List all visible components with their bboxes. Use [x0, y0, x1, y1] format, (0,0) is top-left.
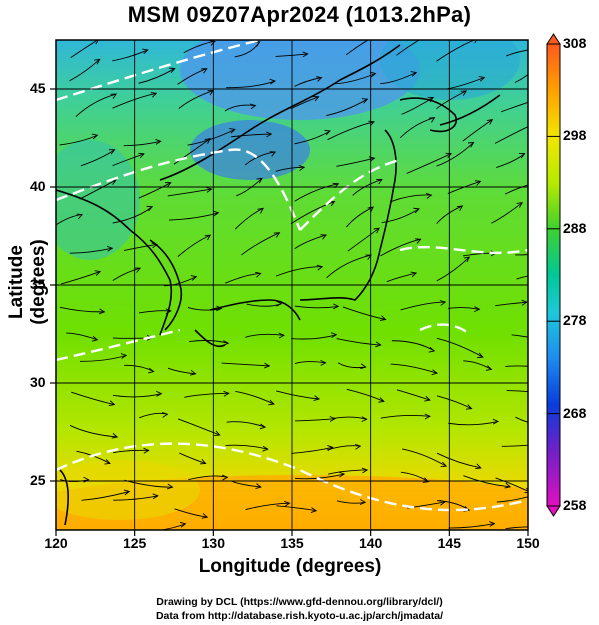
credit-drawing: Drawing by DCL (https://www.gfd-dennou.o… [156, 596, 443, 608]
pressure-contours [56, 40, 528, 512]
x-tick-label: 135 [280, 535, 304, 551]
y-tick-label: 25 [30, 472, 46, 488]
map-title: MSM 09Z07Apr2024 (1013.2hPa) [127, 2, 472, 27]
y-tick-label: 45 [30, 80, 46, 96]
coastlines [56, 44, 501, 526]
colorbar-tick-label: 278 [563, 312, 587, 329]
lat-lon-grid [56, 40, 528, 530]
credit-data: Data from http://database.rish.kyoto-u.a… [155, 610, 444, 622]
colorbar [546, 33, 561, 517]
y-tick-label: 30 [30, 374, 46, 390]
x-tick-label: 120 [44, 535, 68, 551]
y-axis-label: Latitude (degrees) [6, 239, 49, 325]
x-tick-label: 130 [201, 535, 225, 551]
axis-ticks [50, 88, 529, 536]
x-axis-label: Longitude (degrees) [198, 556, 382, 577]
wind-streamlines [56, 40, 528, 530]
colorbar-tick-label: 288 [563, 219, 587, 236]
temperature-field [56, 40, 528, 530]
y-tick-label: 35 [30, 276, 46, 292]
x-tick-label: 150 [516, 535, 540, 551]
x-tick-label: 125 [122, 535, 147, 551]
colorbar-tick-label: 308 [563, 35, 587, 51]
colorbar-tick-label: 268 [563, 404, 587, 421]
y-tick-label: 40 [30, 178, 46, 194]
x-tick-label: 140 [358, 535, 383, 551]
colorbar-tick-label: 258 [563, 497, 587, 513]
colorbar-tick-label: 298 [563, 127, 587, 144]
x-tick-label: 145 [437, 535, 461, 551]
